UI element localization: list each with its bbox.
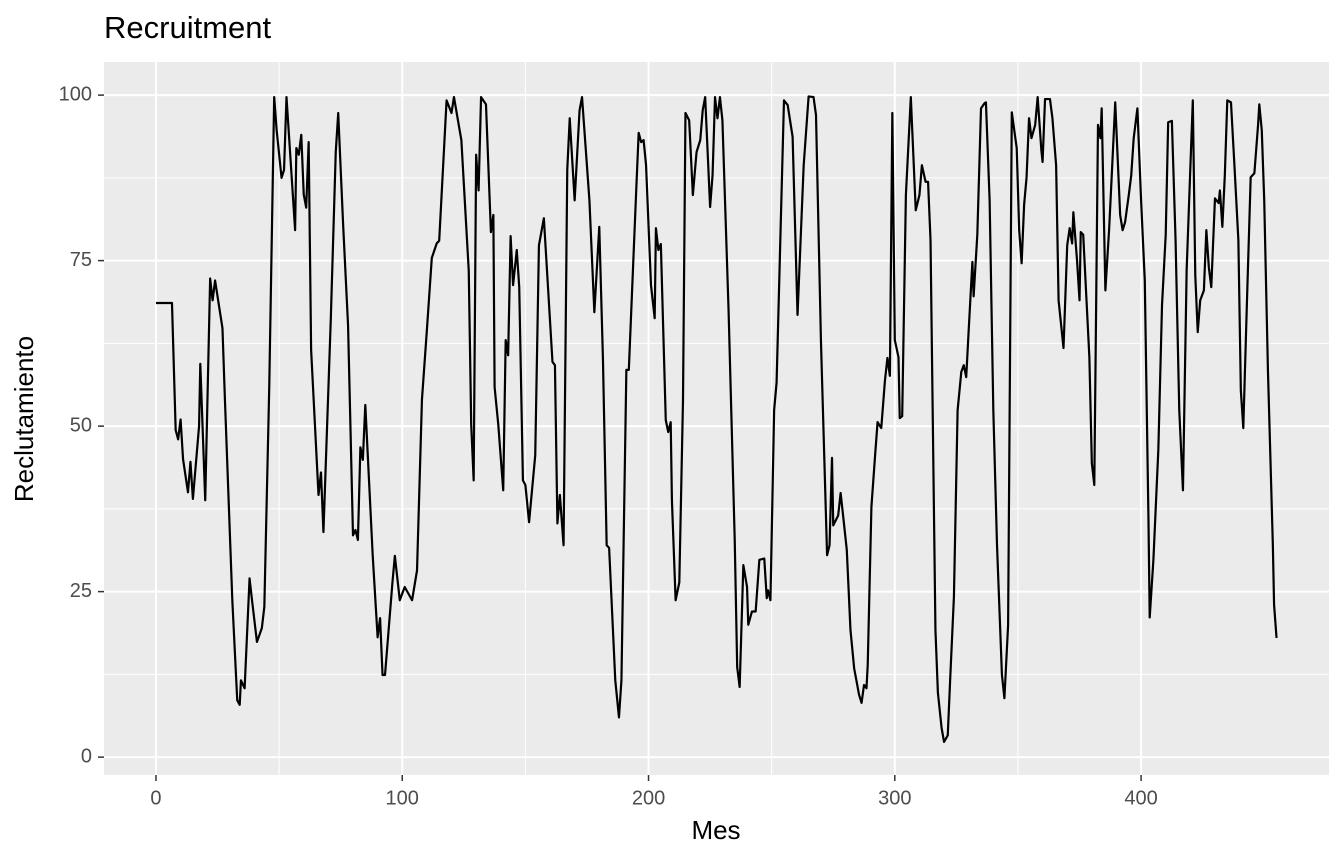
x-tick-label: 200 xyxy=(632,787,665,809)
y-tick-label: 0 xyxy=(81,745,92,767)
y-tick-label: 25 xyxy=(70,580,92,602)
x-tick-label: 100 xyxy=(386,787,419,809)
x-tick-label: 0 xyxy=(150,787,161,809)
x-tick-label: 400 xyxy=(1124,787,1157,809)
series-line xyxy=(155,95,1278,743)
y-tick-label: 100 xyxy=(59,83,92,105)
x-tick-label: 300 xyxy=(878,787,911,809)
chart-title: Recruitment xyxy=(104,10,271,45)
x-axis-label: Mes xyxy=(691,815,740,845)
y-axis-label: Reclutamiento xyxy=(9,336,39,502)
y-tick-label: 50 xyxy=(70,414,92,436)
plot-panel xyxy=(104,62,1329,775)
y-tick-label: 75 xyxy=(70,249,92,271)
